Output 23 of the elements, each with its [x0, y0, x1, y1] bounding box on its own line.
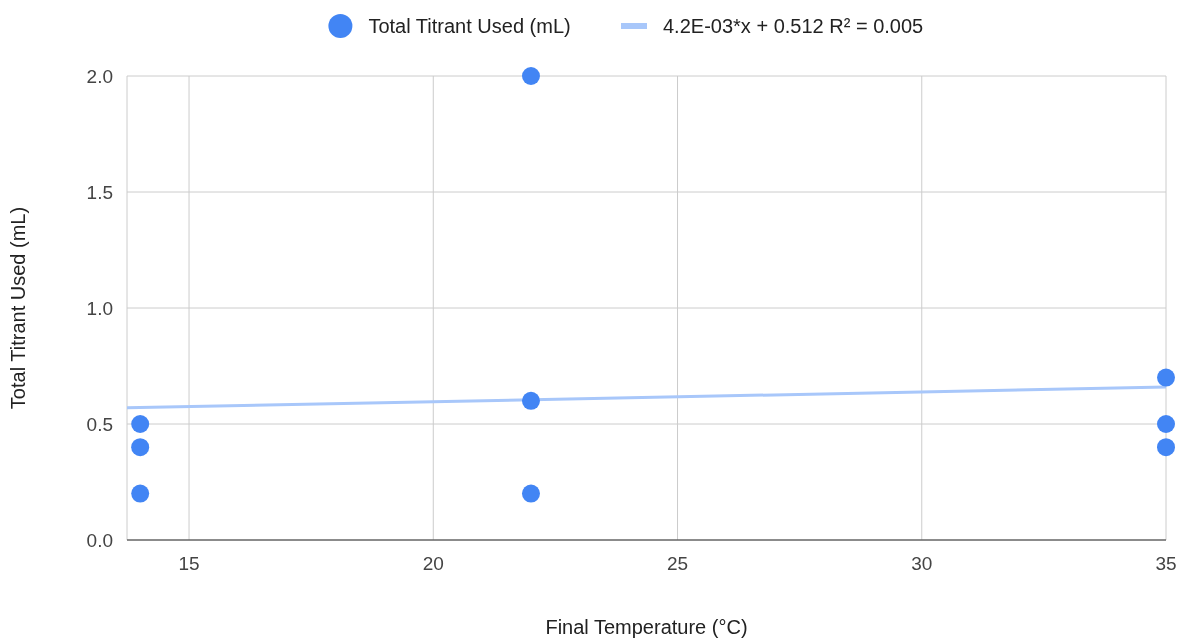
- point: [131, 438, 150, 457]
- y-tick-label: 1.5: [86, 181, 113, 203]
- legend-label: Total Titrant Used (mL): [368, 15, 571, 37]
- x-tick-label: 35: [1155, 553, 1177, 574]
- point: [521, 67, 540, 85]
- y-tick-label: 0.0: [86, 529, 113, 551]
- x-tick-label: 25: [666, 553, 689, 574]
- x-axis-title: Final Temperature (°C): [545, 616, 748, 638]
- y-tick-label: 2.0: [86, 65, 113, 87]
- point: [521, 391, 540, 410]
- point: [1157, 415, 1175, 433]
- x-tick-label: 15: [178, 553, 200, 574]
- point: [131, 484, 150, 503]
- point: [521, 484, 540, 503]
- x-tick-label: 20: [422, 553, 444, 574]
- y-tick-label: 1.0: [86, 297, 113, 319]
- point: [1157, 438, 1175, 457]
- y-tick-label: 0.5: [86, 413, 113, 435]
- x-tick-label: 30: [911, 553, 933, 574]
- y-axis-title: Total Titrant Used (mL): [7, 206, 29, 410]
- point: [1157, 368, 1175, 387]
- legend-label: 4.2E-03*x + 0.512 R² = 0.005: [663, 15, 924, 37]
- point: [131, 415, 150, 433]
